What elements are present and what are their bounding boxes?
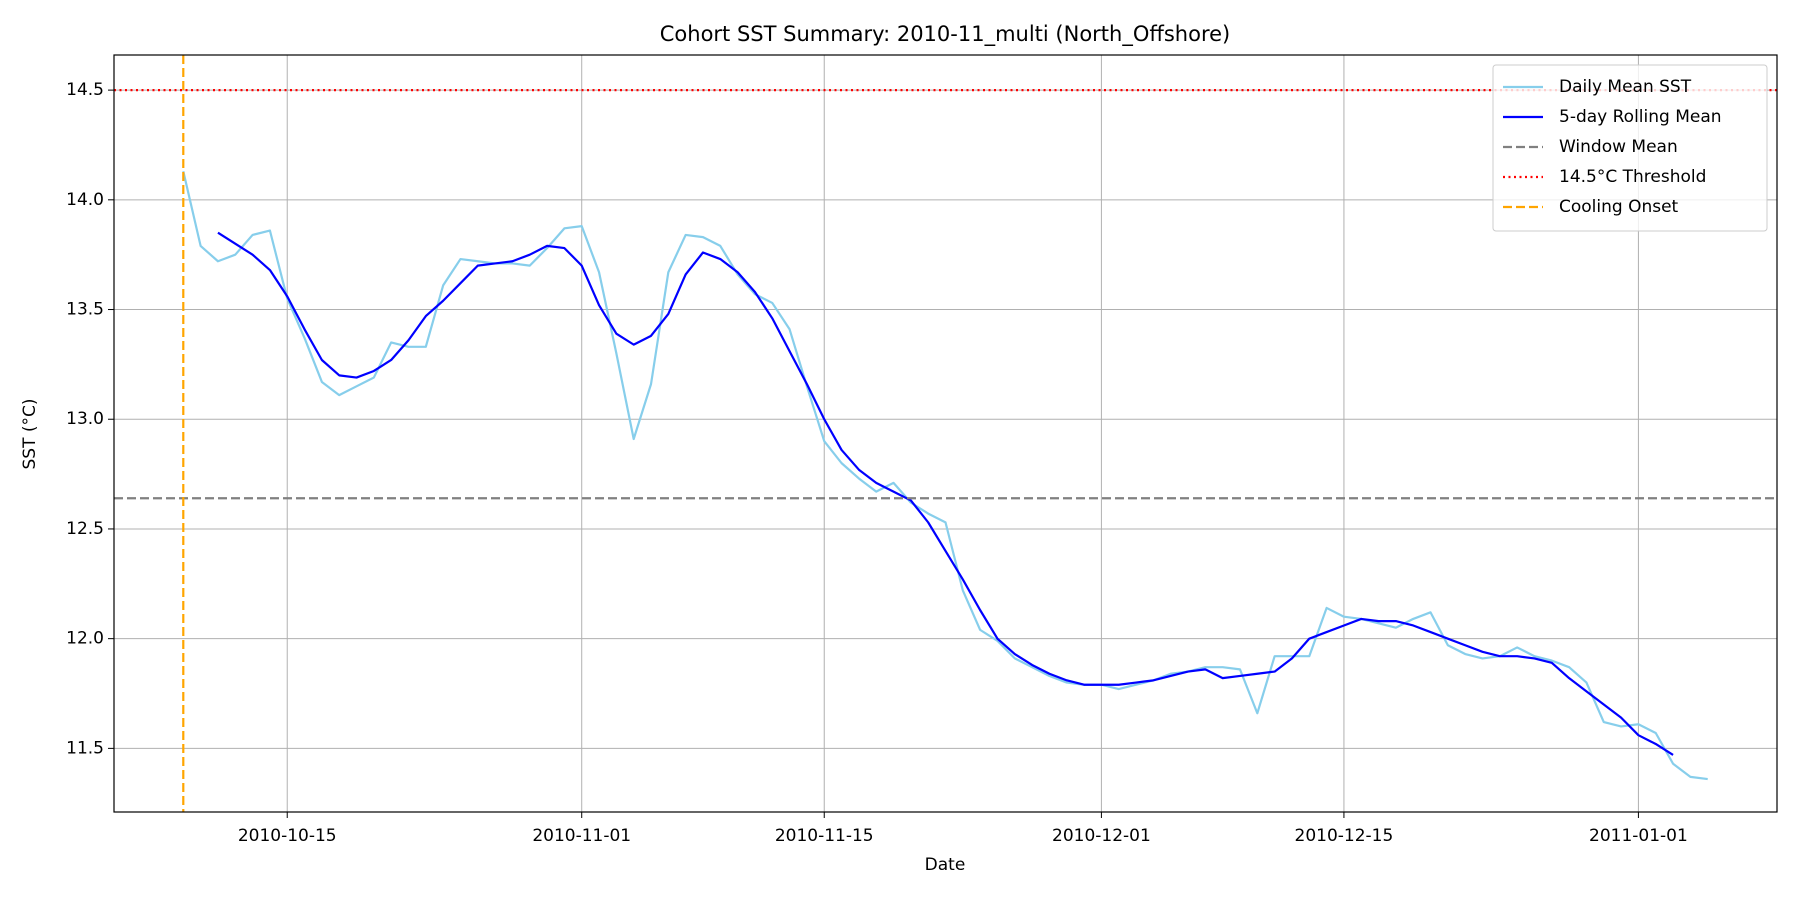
legend-label: Daily Mean SST	[1559, 77, 1692, 97]
y-tick-label: 13.5	[66, 300, 104, 320]
x-tick-label: 2010-10-15	[238, 826, 337, 846]
chart-title: Cohort SST Summary: 2010-11_multi (North…	[660, 22, 1230, 47]
x-tick-label: 2010-11-15	[775, 826, 874, 846]
legend-box	[1492, 64, 1768, 232]
y-tick-label: 13.0	[66, 409, 104, 429]
y-tick-label: 12.5	[66, 519, 104, 539]
x-tick-label: 2011-01-01	[1589, 826, 1688, 846]
plot-frame	[113, 54, 1778, 813]
legend-label: Cooling Onset	[1559, 197, 1679, 217]
series-line	[217, 231, 1674, 756]
y-axis-label: SST (°C)	[20, 398, 40, 469]
x-tick-label: 2010-11-01	[532, 826, 631, 846]
x-tick-label: 2010-12-01	[1052, 826, 1151, 846]
y-tick-label: 14.0	[66, 190, 104, 210]
legend-label: Window Mean	[1559, 137, 1678, 157]
y-tick-label: 14.5	[66, 80, 104, 100]
legend-label: 5-day Rolling Mean	[1559, 107, 1722, 127]
x-tick-label: 2010-12-15	[1295, 826, 1394, 846]
legend-label: 14.5°C Threshold	[1559, 167, 1706, 187]
x-axis-label: Date	[925, 855, 966, 875]
y-tick-label: 11.5	[66, 738, 104, 758]
y-tick-label: 12.0	[66, 629, 104, 649]
